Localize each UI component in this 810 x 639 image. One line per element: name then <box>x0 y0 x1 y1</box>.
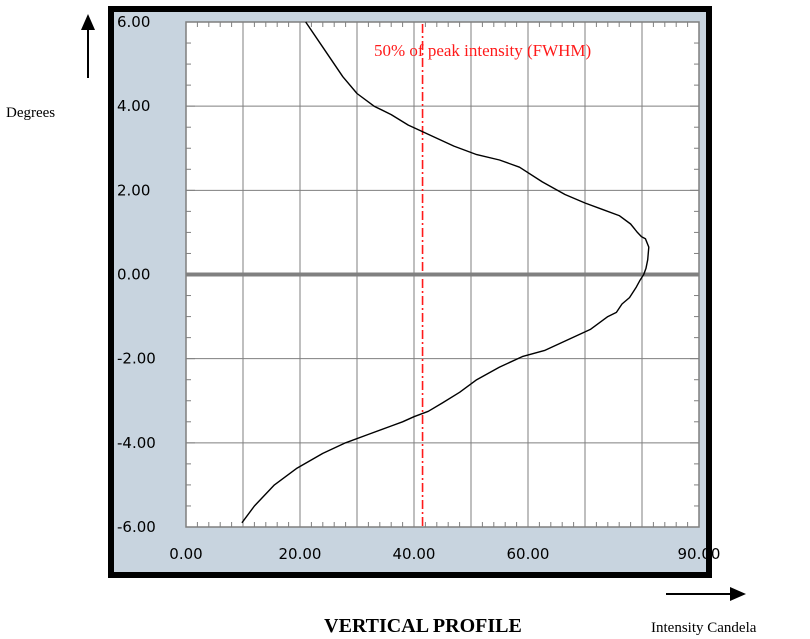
chart-title: VERTICAL PROFILE <box>324 615 522 637</box>
x-tick-label: 90.00 <box>678 545 721 563</box>
y-tick-label: -4.00 <box>117 434 156 452</box>
x-axis-label: Intensity Candela <box>651 620 757 636</box>
x-tick-label: 0.00 <box>169 545 202 563</box>
x-tick-label: 40.00 <box>393 545 436 563</box>
series-group <box>241 21 650 524</box>
y-tick-labels: 6.00 4.00 2.00 0.00 -2.00 -4.00 -6.00 <box>117 13 156 536</box>
y-axis-label: Degrees <box>6 105 55 121</box>
y-tick-label: -6.00 <box>117 518 156 536</box>
x-tick-label: 60.00 <box>507 545 550 563</box>
reference-lines <box>186 24 699 527</box>
fwhm-annotation: 50% of peak intensity (FWHM) <box>374 41 591 60</box>
x-tick-labels: 0.00 20.00 40.00 60.00 90.00 <box>169 545 720 563</box>
y-tick-label: 6.00 <box>117 13 150 31</box>
y-tick-label: 2.00 <box>117 181 150 199</box>
intensity-profile-curve <box>241 21 650 524</box>
x-tick-label: 20.00 <box>279 545 322 563</box>
y-tick-label: -2.00 <box>117 350 156 368</box>
up-arrow-icon <box>81 14 95 78</box>
y-tick-label: 0.00 <box>117 266 150 284</box>
y-tick-label: 4.00 <box>117 97 150 115</box>
right-arrow-icon <box>666 587 746 601</box>
